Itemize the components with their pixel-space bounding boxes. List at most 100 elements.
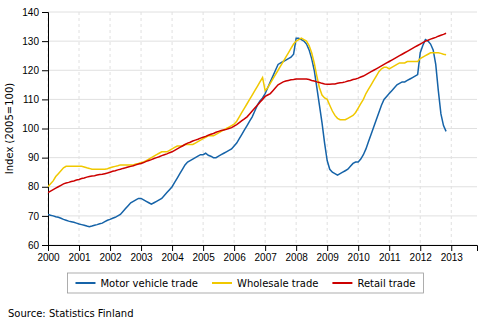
x-tick-label: 2012 bbox=[410, 252, 433, 263]
x-tick-mark bbox=[420, 245, 421, 251]
series-line bbox=[48, 33, 446, 192]
legend-swatch bbox=[75, 282, 95, 284]
y-tick: 90 bbox=[28, 152, 48, 163]
x-tick-label: 2006 bbox=[223, 252, 246, 263]
x-tick: 2004 bbox=[161, 245, 184, 263]
x-tick-mark bbox=[265, 245, 266, 251]
y-tick-label: 60 bbox=[28, 240, 40, 251]
x-tick-label: 2003 bbox=[130, 252, 153, 263]
y-tick-mark bbox=[42, 158, 48, 159]
lines bbox=[48, 33, 446, 226]
x-tick-label: 2011 bbox=[379, 252, 401, 263]
x-tick: 2013 bbox=[441, 245, 464, 263]
y-tick-label: 110 bbox=[23, 94, 39, 105]
x-tick: 2011 bbox=[379, 245, 401, 263]
x-tick-label: 2008 bbox=[286, 252, 309, 263]
x-grid-line bbox=[141, 12, 142, 245]
x-tick-mark bbox=[451, 245, 452, 251]
y-tick: 70 bbox=[28, 211, 48, 222]
y-tick: 140 bbox=[22, 7, 48, 18]
legend-item: Motor vehicle trade bbox=[75, 278, 198, 289]
y-axis-title: Index (2005=100) bbox=[4, 83, 15, 175]
x-tick-mark bbox=[327, 245, 328, 251]
legend-item: Retail trade bbox=[332, 278, 415, 289]
legend-label: Motor vehicle trade bbox=[100, 278, 198, 289]
plot-area: 2000 2001 2002 2003 2004 2005 2006 2007 2008 2009… bbox=[22, 7, 477, 263]
y-grid-line bbox=[48, 41, 477, 42]
y-tick: 120 bbox=[22, 65, 48, 76]
y-tick: 100 bbox=[22, 123, 48, 134]
x-tick-label: 2005 bbox=[192, 252, 215, 263]
y-tick: 80 bbox=[28, 181, 48, 192]
x-tick: 2002 bbox=[99, 245, 122, 263]
y-tick-label: 120 bbox=[22, 65, 39, 76]
x-grid-line bbox=[110, 12, 111, 245]
x-grid-line bbox=[234, 12, 235, 245]
y-tick-label: 90 bbox=[28, 152, 40, 163]
x-grid-line bbox=[79, 12, 80, 245]
legend-label: Wholesale trade bbox=[237, 278, 318, 289]
x-tick-mark bbox=[296, 245, 297, 251]
y-tick-label: 100 bbox=[22, 123, 39, 134]
x-tick: 2005 bbox=[192, 245, 215, 263]
x-tick: 2001 bbox=[68, 245, 91, 263]
x-tick-label: 2013 bbox=[441, 252, 464, 263]
legend-swatch bbox=[332, 282, 352, 284]
y-grid-line bbox=[48, 186, 477, 187]
x-tick-mark bbox=[172, 245, 173, 251]
x-tick-mark bbox=[141, 245, 142, 251]
x-grid-line bbox=[265, 12, 266, 245]
y-tick-mark bbox=[42, 99, 48, 100]
y-tick-label: 130 bbox=[22, 36, 39, 47]
x-grid-line bbox=[451, 12, 452, 245]
x-grid-line bbox=[327, 12, 328, 245]
x-tick-label: 2010 bbox=[348, 252, 371, 263]
x-grid-line bbox=[172, 12, 173, 245]
y-tick-mark bbox=[42, 216, 48, 217]
y-grid-line bbox=[48, 12, 477, 13]
y-tick-mark bbox=[42, 70, 48, 71]
legend-box bbox=[67, 273, 423, 293]
x-axis: 2000 2001 2002 2003 2004 2005 2006 2007 2008 2009… bbox=[37, 245, 477, 263]
chart: 2000 2001 2002 2003 2004 2005 2006 2007 2008 2009… bbox=[0, 0, 491, 323]
grid bbox=[48, 12, 477, 245]
x-tick-mark bbox=[110, 245, 111, 251]
x-tick-label: 2001 bbox=[68, 252, 91, 263]
legend-label: Retail trade bbox=[357, 278, 415, 289]
y-grid-line bbox=[48, 215, 477, 216]
y-tick: 110 bbox=[23, 94, 48, 105]
x-tick-mark bbox=[203, 245, 204, 251]
x-tick: 2007 bbox=[255, 245, 278, 263]
y-tick-mark bbox=[42, 129, 48, 130]
x-axis-line bbox=[49, 246, 478, 252]
x-tick-label: 2000 bbox=[37, 252, 60, 263]
x-tick-mark bbox=[358, 245, 359, 251]
x-tick: 2010 bbox=[348, 245, 371, 263]
y-tick-mark bbox=[42, 12, 48, 13]
y-grid-line bbox=[48, 128, 477, 129]
y-tick-label: 140 bbox=[22, 7, 39, 18]
x-tick: 2006 bbox=[223, 245, 246, 263]
x-tick: 2009 bbox=[317, 245, 340, 263]
y-tick: 60 bbox=[28, 240, 48, 251]
x-tick-mark bbox=[234, 245, 235, 251]
y-axis-line bbox=[42, 13, 49, 246]
legend: Motor vehicle trade Wholesale trade Retail… bbox=[67, 273, 423, 293]
x-grid-line bbox=[389, 12, 390, 245]
legend-swatch bbox=[212, 282, 232, 284]
y-tick-mark bbox=[42, 187, 48, 188]
x-tick-label: 2004 bbox=[161, 252, 184, 263]
source-note: Source: Statistics Finland bbox=[8, 308, 134, 319]
y-tick-mark bbox=[42, 245, 48, 246]
x-tick-label: 2007 bbox=[255, 252, 278, 263]
y-grid-line bbox=[48, 70, 477, 71]
x-tick: 2003 bbox=[130, 245, 153, 263]
x-tick-mark bbox=[389, 245, 390, 251]
x-tick: 2000 bbox=[37, 245, 60, 263]
y-tick: 130 bbox=[22, 36, 48, 47]
y-axis: 60 70 80 90 100 110 120 130 140 bbox=[22, 7, 48, 251]
x-grid-line bbox=[420, 12, 421, 245]
x-grid-line bbox=[358, 12, 359, 245]
y-tick-label: 70 bbox=[28, 211, 40, 222]
x-tick-label: 2002 bbox=[99, 252, 122, 263]
